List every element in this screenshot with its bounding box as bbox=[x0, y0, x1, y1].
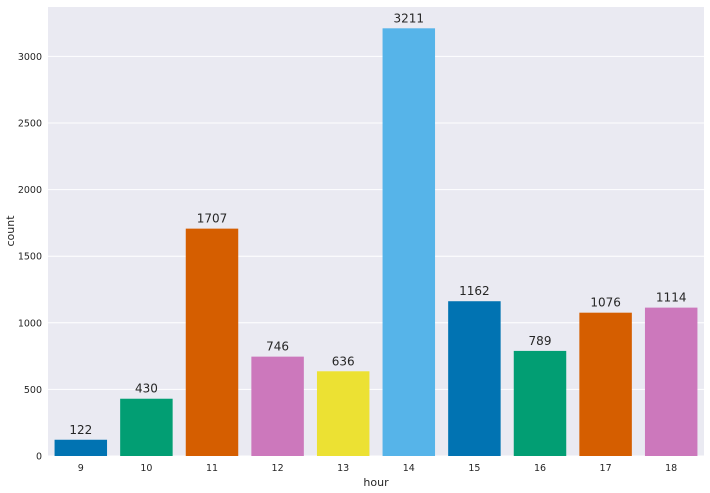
y-tick-label: 3000 bbox=[18, 52, 42, 63]
bar-hour-14 bbox=[382, 28, 436, 456]
bar-hour-15 bbox=[448, 301, 501, 456]
bar-value-label: 636 bbox=[332, 354, 355, 368]
bar-hour-11 bbox=[185, 228, 239, 456]
bar-value-label: 789 bbox=[529, 334, 552, 348]
x-tick-label: 16 bbox=[534, 463, 546, 474]
y-tick-label: 2500 bbox=[18, 119, 42, 130]
bar-hour-9 bbox=[54, 439, 108, 456]
bar-hour-12 bbox=[251, 356, 304, 456]
x-tick-label: 15 bbox=[468, 463, 480, 474]
y-tick-label: 2000 bbox=[18, 185, 42, 196]
data-labels: 122 430 1707 746 636 3211 1162 789 1076 1114 bbox=[69, 11, 686, 436]
bar-hour-18 bbox=[644, 307, 698, 456]
bar-value-label: 1114 bbox=[656, 291, 687, 305]
y-axis-label: count bbox=[4, 215, 17, 247]
y-tick-label: 0 bbox=[36, 452, 42, 463]
x-tick-label: 14 bbox=[403, 463, 415, 474]
x-tick-label: 13 bbox=[337, 463, 349, 474]
bar-value-label: 122 bbox=[69, 423, 92, 437]
x-tick-label: 18 bbox=[665, 463, 677, 474]
bar-value-label: 3211 bbox=[394, 11, 425, 25]
x-tick-label: 10 bbox=[140, 463, 152, 474]
x-tick-label: 17 bbox=[600, 463, 612, 474]
bar-value-label: 430 bbox=[135, 382, 158, 396]
bar-value-label: 1707 bbox=[197, 212, 228, 226]
y-tick-label: 1500 bbox=[18, 252, 42, 263]
x-tick-label: 12 bbox=[272, 463, 284, 474]
y-tick-label: 1000 bbox=[18, 318, 42, 329]
bar-hour-16 bbox=[513, 350, 567, 456]
bar-value-label: 1162 bbox=[459, 284, 490, 298]
bar-hour-13 bbox=[316, 371, 370, 456]
x-axis-label: hour bbox=[363, 476, 389, 489]
y-axis-ticks: 0 500 1000 1500 2000 2500 3000 bbox=[18, 52, 42, 463]
bar-hour-10 bbox=[120, 398, 173, 456]
bar-value-label: 746 bbox=[266, 340, 289, 354]
bar-value-label: 1076 bbox=[590, 296, 621, 310]
x-axis-ticks: 9 10 11 12 13 14 15 16 17 18 bbox=[78, 463, 677, 474]
bar-hour-17 bbox=[579, 312, 632, 456]
x-tick-label: 11 bbox=[206, 463, 218, 474]
y-tick-label: 500 bbox=[24, 385, 42, 396]
x-tick-label: 9 bbox=[78, 463, 84, 474]
bars bbox=[54, 28, 698, 456]
